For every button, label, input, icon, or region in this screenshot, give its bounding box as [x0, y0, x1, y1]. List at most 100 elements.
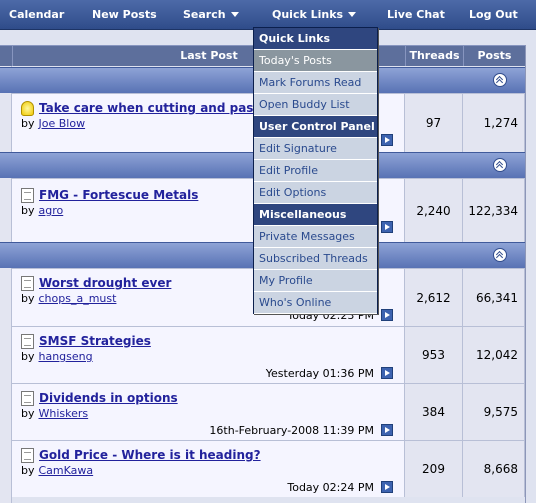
menu-item[interactable]: Private Messages — [254, 226, 377, 248]
by-line: by CamKawa — [21, 464, 93, 477]
last-post-cell: Dividends in options by Whiskers 16th-Febru… — [12, 383, 405, 440]
menu-item[interactable]: Subscribed Threads — [254, 248, 377, 270]
nav-label: Log Out — [469, 8, 518, 21]
by-label: by — [21, 117, 35, 130]
threads-cell: 97 — [405, 93, 463, 152]
menu-item[interactable]: Mark Forums Read — [254, 72, 377, 94]
last-post-date: Yesterday 01:36 PM — [265, 367, 374, 380]
post-icon — [21, 448, 34, 463]
thread-title[interactable]: SMSF Strategies — [39, 334, 151, 348]
collapse-button[interactable] — [493, 158, 507, 172]
threads-cell: 2,612 — [405, 268, 463, 326]
by-line: by Joe Blow — [21, 117, 85, 130]
last-post-cell: SMSF Strategies by hangseng Yesterday 01:36… — [12, 326, 405, 383]
by-line: by hangseng — [21, 350, 93, 363]
post-count: 1,274 — [483, 116, 518, 130]
post-count: 12,042 — [476, 348, 518, 362]
thread-title[interactable]: Gold Price - Where is it heading? — [39, 448, 261, 462]
posts-cell: 122,334 — [463, 178, 525, 242]
post-count: 122,334 — [468, 204, 518, 218]
thread-count: 2,240 — [416, 204, 451, 218]
post-icon — [21, 188, 34, 203]
nav-link[interactable]: New Posts — [92, 8, 157, 21]
post-count: 8,668 — [483, 462, 518, 476]
author-link[interactable]: agro — [38, 204, 64, 217]
author-link[interactable]: chops_a_must — [38, 292, 117, 305]
post-count: 66,341 — [476, 291, 518, 305]
dropdown-arrow — [348, 12, 357, 17]
thread-title[interactable]: Take care when cutting and pasti — [39, 101, 264, 115]
nav-link[interactable]: Search — [183, 8, 239, 21]
author-link[interactable]: Whiskers — [38, 407, 89, 420]
nav-label: Search — [183, 8, 226, 21]
dropdown-arrow — [230, 12, 239, 17]
by-label: by — [21, 464, 35, 477]
by-line: by agro — [21, 204, 63, 217]
post-icon — [21, 334, 34, 349]
threads-cell: 209 — [405, 440, 463, 497]
posts-cell: 66,341 — [463, 268, 525, 326]
thread-title[interactable]: Worst drought ever — [39, 276, 172, 290]
thread-count: 953 — [422, 348, 445, 362]
menu-item[interactable]: Who's Online — [254, 292, 377, 314]
menu-item[interactable]: Edit Options — [254, 182, 377, 204]
column-header: Posts — [463, 45, 525, 66]
left-edge — [0, 45, 12, 503]
nav-label: Quick Links — [272, 8, 344, 21]
nav-link[interactable]: Live Chat — [387, 8, 445, 21]
nav-label: Calendar — [9, 8, 65, 21]
menu-item[interactable]: Open Buddy List — [254, 94, 377, 116]
navbar: Calendar New Posts Search Quick Links Live C… — [0, 0, 536, 30]
thread-count: 2,612 — [416, 291, 451, 305]
by-label: by — [21, 407, 35, 420]
last-post-date: Today 02:24 PM — [287, 481, 374, 494]
right-edge — [525, 45, 536, 503]
menu-header: User Control Panel — [254, 116, 377, 138]
menu-header: Miscellaneous — [254, 204, 377, 226]
posts-cell: 1,274 — [463, 93, 525, 152]
quick-links-menu: Quick Links Today's Posts Mark Forums Read… — [253, 27, 378, 314]
by-label: by — [21, 204, 35, 217]
author-link[interactable]: hangseng — [38, 350, 93, 363]
by-line: by Whiskers — [21, 407, 88, 420]
post-icon — [21, 276, 34, 291]
collapse-button[interactable] — [493, 73, 507, 87]
nav-link[interactable]: Quick Links — [272, 8, 357, 21]
post-count: 9,575 — [483, 405, 518, 419]
column-header-edge — [0, 45, 12, 66]
by-label: by — [21, 350, 35, 363]
thread-title[interactable]: Dividends in options — [39, 391, 178, 405]
posts-cell: 8,668 — [463, 440, 525, 497]
go-to-post[interactable] — [381, 481, 393, 493]
go-to-post[interactable] — [381, 367, 393, 379]
menu-item[interactable]: Edit Profile — [254, 160, 377, 182]
by-line: by chops_a_must — [21, 292, 116, 305]
author-link[interactable]: CamKawa — [38, 464, 94, 477]
thread-count: 384 — [422, 405, 445, 419]
by-label: by — [21, 292, 35, 305]
threads-cell: 953 — [405, 326, 463, 383]
threads-cell: 2,240 — [405, 178, 463, 242]
nav-link[interactable]: Calendar — [9, 8, 64, 21]
go-to-post[interactable] — [381, 134, 393, 146]
post-icon — [21, 101, 34, 116]
nav-link[interactable]: Log Out — [469, 8, 518, 21]
menu-item[interactable]: Today's Posts — [254, 50, 377, 72]
nav-label: Live Chat — [387, 8, 445, 21]
go-to-post[interactable] — [381, 309, 393, 321]
author-link[interactable]: Joe Blow — [38, 117, 86, 130]
menu-item[interactable]: Edit Signature — [254, 138, 377, 160]
menu-item[interactable]: My Profile — [254, 270, 377, 292]
posts-cell: 9,575 — [463, 383, 525, 440]
column-header: Threads — [405, 45, 463, 66]
last-post-cell: Gold Price - Where is it heading? by CamKa… — [12, 440, 405, 497]
go-to-post[interactable] — [381, 221, 393, 233]
last-post-date: 16th-February-2008 11:39 PM — [209, 424, 374, 437]
menu-header: Quick Links — [254, 28, 377, 50]
posts-cell: 12,042 — [463, 326, 525, 383]
thread-title[interactable]: FMG - Fortescue Metals — [39, 188, 199, 202]
collapse-button[interactable] — [493, 248, 507, 262]
go-to-post[interactable] — [381, 424, 393, 436]
